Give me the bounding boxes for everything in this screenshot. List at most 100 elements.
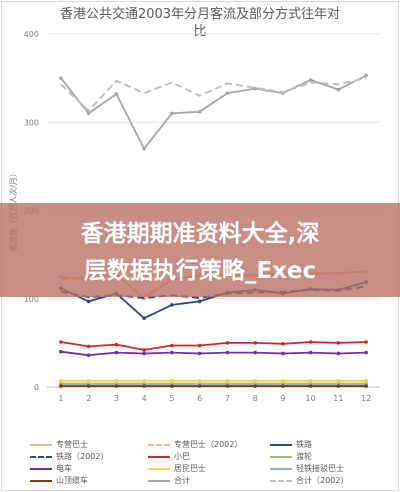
data-point-s6-9 bbox=[281, 351, 285, 356]
legend-swatch bbox=[30, 456, 52, 458]
data-point-s2-2 bbox=[86, 299, 91, 304]
data-point-s4-4 bbox=[142, 348, 146, 352]
data-point-s4-7 bbox=[225, 341, 230, 345]
data-point-s9-10 bbox=[308, 384, 313, 388]
data-point-s9-5 bbox=[170, 384, 174, 388]
data-point-s9-8 bbox=[253, 384, 257, 388]
x-tick-label-3: 3 bbox=[114, 394, 119, 403]
data-point-s9-12 bbox=[364, 384, 368, 388]
legend-label: 铁路 bbox=[296, 440, 312, 449]
data-point-s9-3 bbox=[114, 384, 119, 388]
legend-swatch bbox=[270, 456, 292, 458]
data-point-s6-4 bbox=[142, 351, 146, 356]
data-point-s6-1 bbox=[59, 349, 63, 354]
x-tick-label-10: 10 bbox=[306, 394, 316, 403]
data-point-s7-5 bbox=[170, 379, 174, 383]
legend-swatch bbox=[30, 444, 52, 446]
data-point-s10-12 bbox=[364, 73, 368, 78]
x-tick-label-2: 2 bbox=[86, 394, 91, 403]
data-point-s6-5 bbox=[170, 350, 174, 355]
legend-swatch bbox=[148, 468, 170, 470]
data-point-s4-11 bbox=[336, 341, 341, 345]
data-point-s4-1 bbox=[59, 340, 63, 344]
data-point-s10-2 bbox=[86, 111, 91, 116]
chart-title: 香港公共交通2003年分月客流及部分方式往年对 比 bbox=[0, 6, 400, 40]
legend-label: 居民巴士 bbox=[174, 464, 206, 473]
data-point-s4-10 bbox=[308, 340, 313, 344]
x-tick-label-8: 8 bbox=[253, 394, 258, 403]
x-tick-label-12: 12 bbox=[361, 394, 371, 403]
legend-label: 铁路（2002） bbox=[56, 452, 109, 461]
data-point-s7-7 bbox=[225, 379, 230, 383]
legend-label: 小巴 bbox=[174, 452, 190, 461]
data-point-s4-9 bbox=[281, 341, 285, 346]
data-point-s10-11 bbox=[336, 87, 341, 92]
data-point-s7-12 bbox=[364, 379, 368, 383]
legend-swatch bbox=[148, 456, 170, 458]
legend-swatch bbox=[148, 480, 170, 482]
data-point-s7-6 bbox=[197, 379, 202, 383]
legend-swatch bbox=[148, 444, 170, 446]
legend-label: 山顶缆车 bbox=[56, 476, 88, 485]
data-point-s6-2 bbox=[86, 353, 91, 358]
watermark-banner bbox=[0, 203, 400, 297]
data-point-s10-6 bbox=[197, 109, 202, 114]
data-point-s7-1 bbox=[59, 379, 63, 383]
x-tick-label-5: 5 bbox=[169, 394, 174, 403]
legend-label: 合计（2002） bbox=[296, 476, 349, 485]
data-point-s9-6 bbox=[197, 384, 202, 388]
x-tick-label-4: 4 bbox=[142, 394, 147, 403]
data-point-s4-12 bbox=[364, 340, 368, 344]
legend-label: 合计 bbox=[174, 476, 190, 485]
data-point-s9-4 bbox=[142, 384, 146, 388]
data-point-s10-7 bbox=[225, 91, 230, 95]
data-point-s6-3 bbox=[114, 350, 119, 355]
legend-swatch bbox=[30, 468, 52, 470]
data-point-s4-5 bbox=[170, 343, 174, 348]
x-tick-label-7: 7 bbox=[225, 394, 230, 403]
data-point-s9-7 bbox=[225, 384, 230, 388]
data-point-s2-4 bbox=[142, 316, 146, 320]
data-point-s4-8 bbox=[253, 341, 257, 345]
series-line-10 bbox=[60, 74, 367, 150]
y-tick-label-300: 300 bbox=[24, 118, 39, 127]
data-point-s9-2 bbox=[86, 384, 91, 388]
series-line-11 bbox=[60, 77, 367, 112]
x-tick-label-11: 11 bbox=[333, 394, 343, 403]
x-tick-label-6: 6 bbox=[197, 394, 202, 403]
legend-label: 专营巴士 bbox=[56, 440, 88, 449]
data-point-s9-1 bbox=[59, 384, 63, 388]
data-point-s4-2 bbox=[86, 344, 91, 349]
chart-title-line-2: 比 bbox=[193, 24, 207, 39]
data-point-s10-3 bbox=[114, 92, 119, 96]
x-tick-label-1: 1 bbox=[58, 394, 63, 403]
y-tick-label-100: 100 bbox=[24, 295, 39, 304]
chart-title-line-1: 香港公共交通2003年分月客流及部分方式往年对 bbox=[59, 7, 341, 22]
data-point-s10-5 bbox=[170, 111, 174, 116]
legend-label: 专营巴士（2002） bbox=[174, 440, 243, 449]
data-point-s10-10 bbox=[308, 78, 313, 82]
data-point-s7-8 bbox=[253, 379, 257, 383]
data-point-s7-4 bbox=[142, 379, 146, 383]
series-line-6 bbox=[60, 350, 367, 357]
legend-swatch bbox=[270, 480, 292, 482]
data-point-s4-6 bbox=[197, 343, 202, 348]
data-point-s9-9 bbox=[281, 384, 285, 388]
data-point-s6-8 bbox=[253, 350, 257, 355]
data-point-s10-8 bbox=[253, 86, 257, 91]
legend-label: 轻铁接驳巴士 bbox=[296, 464, 344, 473]
data-point-s9-11 bbox=[336, 384, 341, 388]
legend-label: 渡轮 bbox=[296, 452, 312, 461]
data-point-s6-11 bbox=[336, 351, 341, 356]
legend-swatch bbox=[270, 468, 292, 470]
data-point-s10-1 bbox=[59, 76, 63, 80]
y-tick-label-400: 400 bbox=[24, 30, 39, 39]
data-point-s7-11 bbox=[336, 379, 341, 383]
series-line-4 bbox=[60, 341, 367, 351]
legend-swatch bbox=[30, 480, 52, 482]
x-tick-label-9: 9 bbox=[280, 394, 285, 403]
data-point-s7-3 bbox=[114, 379, 119, 383]
data-point-s7-2 bbox=[86, 379, 91, 383]
